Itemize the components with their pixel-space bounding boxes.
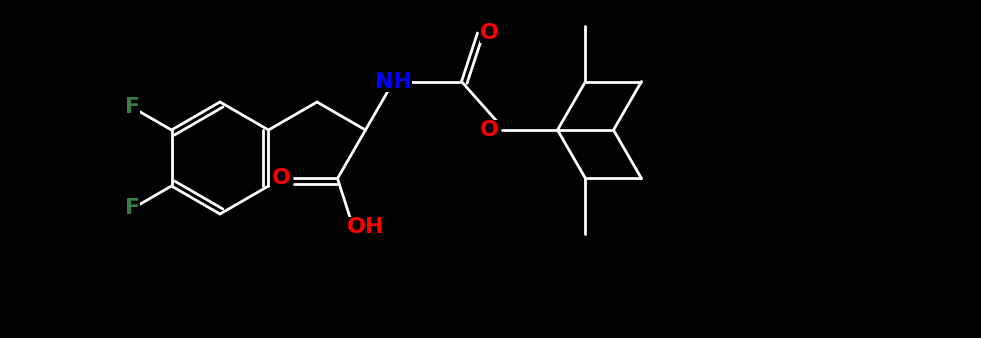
Text: F: F xyxy=(125,198,140,218)
Text: O: O xyxy=(480,23,499,43)
Text: F: F xyxy=(125,97,140,118)
Text: O: O xyxy=(480,120,499,140)
Text: OH: OH xyxy=(346,217,385,237)
Text: O: O xyxy=(272,169,291,189)
Text: NH: NH xyxy=(375,72,412,92)
